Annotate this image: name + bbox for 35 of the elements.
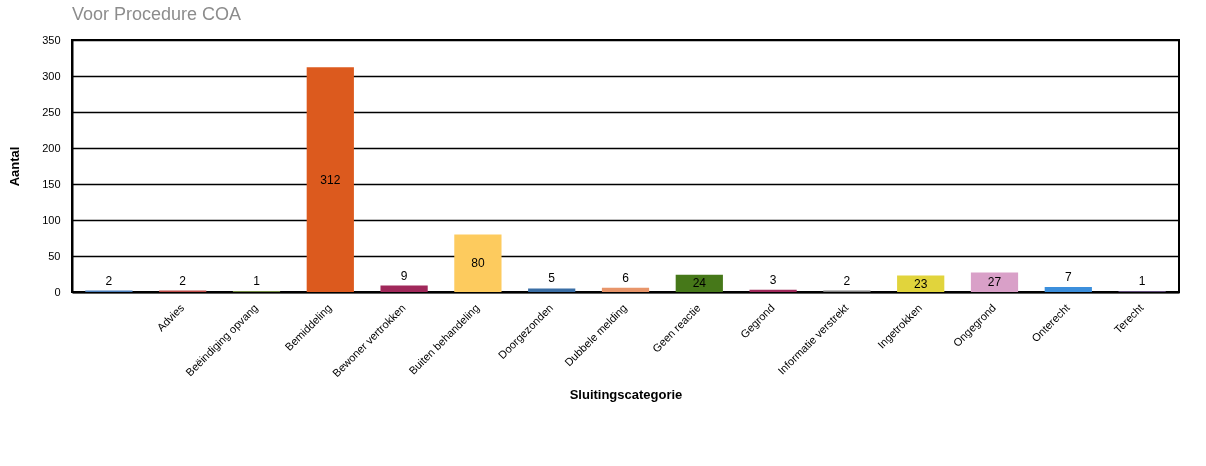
data-label: 9 <box>400 268 408 283</box>
y-axis-title: Aantal <box>7 146 23 187</box>
data-label: 2 <box>105 273 113 288</box>
data-label: 6 <box>622 270 630 285</box>
data-label: 3 <box>769 272 777 287</box>
y-tick-label: 200 <box>42 141 61 154</box>
bar <box>454 234 502 292</box>
bar <box>1044 286 1092 292</box>
data-label: 1 <box>253 274 261 289</box>
y-tick-label: 350 <box>42 33 61 46</box>
y-tick-label: 0 <box>54 285 61 298</box>
data-label: 80 <box>471 256 485 271</box>
bar <box>601 287 650 292</box>
data-label: 2 <box>179 273 187 288</box>
bar <box>528 288 576 292</box>
bar <box>749 289 797 292</box>
y-tick-label: 50 <box>48 249 61 262</box>
data-label: 7 <box>1064 269 1072 284</box>
bar <box>897 275 945 292</box>
bar <box>306 67 354 292</box>
y-tick-label: 150 <box>42 177 61 190</box>
data-label: 24 <box>692 276 707 291</box>
data-label: 2 <box>843 273 851 288</box>
data-label: 312 <box>320 172 341 187</box>
x-axis-title: Sluitingscategorie <box>569 387 683 403</box>
y-tick-label: 250 <box>42 105 61 118</box>
y-tick-label: 300 <box>42 69 61 82</box>
y-tick-label: 100 <box>42 213 61 226</box>
data-label: 5 <box>548 271 556 286</box>
data-label: 1 <box>1138 274 1146 289</box>
data-label: 23 <box>914 276 928 291</box>
bar <box>970 272 1019 292</box>
data-label: 27 <box>987 275 1002 290</box>
bar <box>380 285 428 292</box>
chart-title: Voor Procedure COA <box>72 4 242 24</box>
